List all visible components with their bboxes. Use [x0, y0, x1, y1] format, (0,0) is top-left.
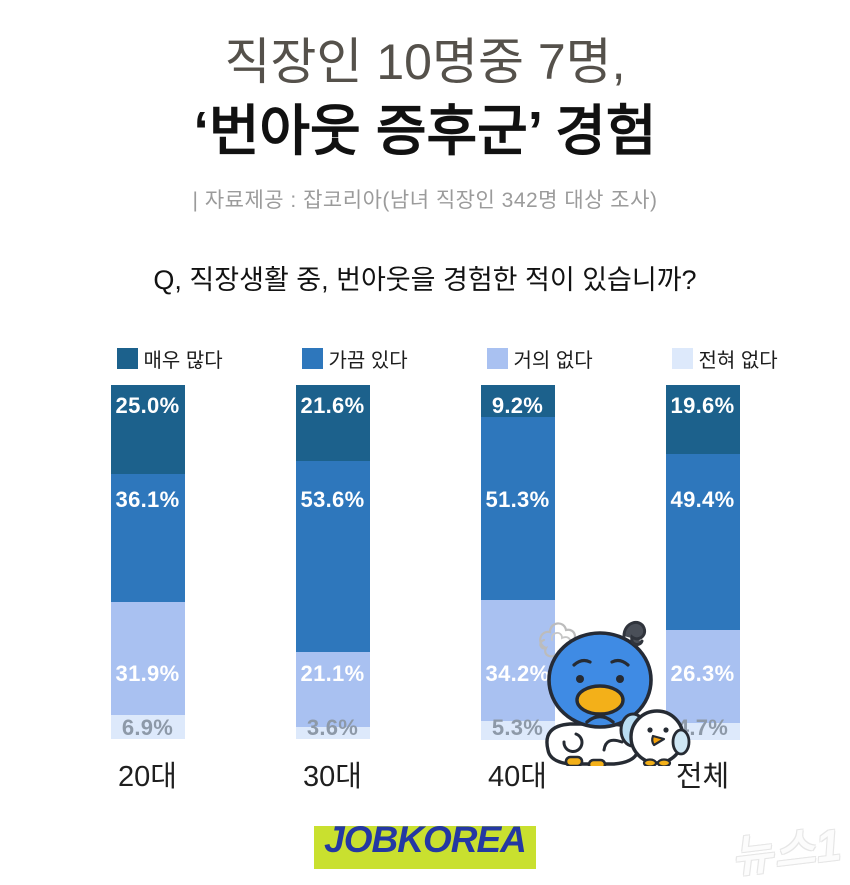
bar-segment	[110, 384, 185, 474]
legend-item: 가끔 있다	[296, 347, 408, 372]
chart-column: 가끔 있다 21.6% 53.6% 21.1% 3.6% 30대	[240, 347, 425, 795]
value-label: 31.9%	[115, 660, 180, 686]
source-credit: | 자료제공 : 잡코리아(남녀 직장인 342명 대상 조사)	[192, 188, 658, 212]
bar-segment	[480, 720, 555, 740]
legend-swatch	[301, 348, 323, 370]
bar-segment	[110, 473, 185, 602]
survey-question: Q, 직장생활 중, 번아웃을 경험한 적이 있습니까?	[153, 264, 697, 295]
stacked-bar: 19.6% 49.4% 26.3% 4.7%	[665, 384, 740, 740]
value-label: 26.3%	[670, 660, 735, 686]
chart-column: 매우 많다 25.0% 36.1% 31.9% 6.9% 20대	[55, 347, 240, 795]
bar-segment	[480, 417, 555, 600]
bar-segment	[665, 384, 740, 455]
legend-swatch	[486, 348, 508, 370]
bar-segment	[480, 384, 555, 418]
duck-head	[547, 620, 653, 729]
jobkorea-logo-text: JOBKOREA	[324, 819, 527, 860]
category-label: 40대	[488, 760, 547, 793]
bar-segment	[110, 601, 185, 715]
bar-segment	[295, 384, 370, 462]
legend-item: 매우 많다	[111, 347, 223, 372]
value-label: 21.1%	[300, 660, 365, 686]
category-label: 전체	[675, 760, 730, 793]
title-line-2: ‘번아웃 증후군’ 경험	[193, 99, 657, 162]
stacked-bar: 21.6% 53.6% 21.1% 3.6%	[295, 384, 370, 740]
bar-segment	[295, 651, 370, 727]
news1-watermark: 뉴스1	[728, 820, 846, 883]
value-label: 9.2%	[491, 392, 544, 418]
header: 직장인 10명중 7명, ‘번아웃 증후군’ 경험 | 자료제공 : 잡코리아(…	[0, 0, 850, 214]
legend-item: 전혀 없다	[666, 347, 778, 372]
legend-swatch	[116, 348, 138, 370]
stacked-bar: 9.2% 51.3% 34.2% 5.3%	[480, 384, 555, 740]
bar-segment	[480, 599, 555, 721]
legend-swatch	[671, 348, 693, 370]
footer: JOBKOREA	[0, 821, 850, 869]
legend-label: 가끔 있다	[328, 350, 408, 373]
chick	[619, 709, 691, 766]
value-label: 36.1%	[115, 486, 180, 512]
bar-segment	[295, 726, 370, 740]
value-label: 49.4%	[670, 486, 735, 512]
chart-column: 전혀 없다 19.6% 49.4% 26.3% 4.7% 전체	[610, 347, 795, 795]
bar-segment	[665, 629, 740, 724]
value-label: 21.6%	[300, 392, 365, 418]
legend-label: 거의 없다	[513, 350, 593, 373]
value-label: 51.3%	[485, 486, 550, 512]
value-label: 4.7%	[676, 714, 729, 740]
chart-column: 거의 없다 9.2% 51.3% 34.2% 5.3% 40대	[425, 347, 610, 795]
value-label: 5.3%	[491, 714, 544, 740]
value-label: 3.6%	[306, 714, 359, 740]
value-label: 53.6%	[300, 486, 365, 512]
chart-columns: 매우 많다 25.0% 36.1% 31.9% 6.9% 20대 가끔 있다 21.6% 53.…	[55, 347, 795, 795]
duck-feet	[564, 755, 607, 766]
legend-label: 매우 많다	[143, 350, 223, 373]
tired-duck-mascot	[539, 620, 691, 766]
category-label: 20대	[118, 760, 177, 793]
value-label: 34.2%	[485, 660, 550, 686]
bar-segment	[295, 461, 370, 652]
legend-label: 전혀 없다	[698, 350, 778, 373]
title-line-1: 직장인 10명중 7명,	[224, 34, 626, 90]
jobkorea-logo: JOBKOREA	[314, 821, 536, 869]
value-label: 19.6%	[670, 392, 735, 418]
value-label: 6.9%	[121, 714, 174, 740]
bar-segment	[665, 454, 740, 630]
bar-segment	[110, 714, 185, 740]
category-label: 30대	[303, 760, 362, 793]
value-label: 25.0%	[115, 392, 180, 418]
legend-item: 거의 없다	[481, 347, 593, 372]
stacked-bar: 25.0% 36.1% 31.9% 6.9%	[110, 384, 185, 740]
